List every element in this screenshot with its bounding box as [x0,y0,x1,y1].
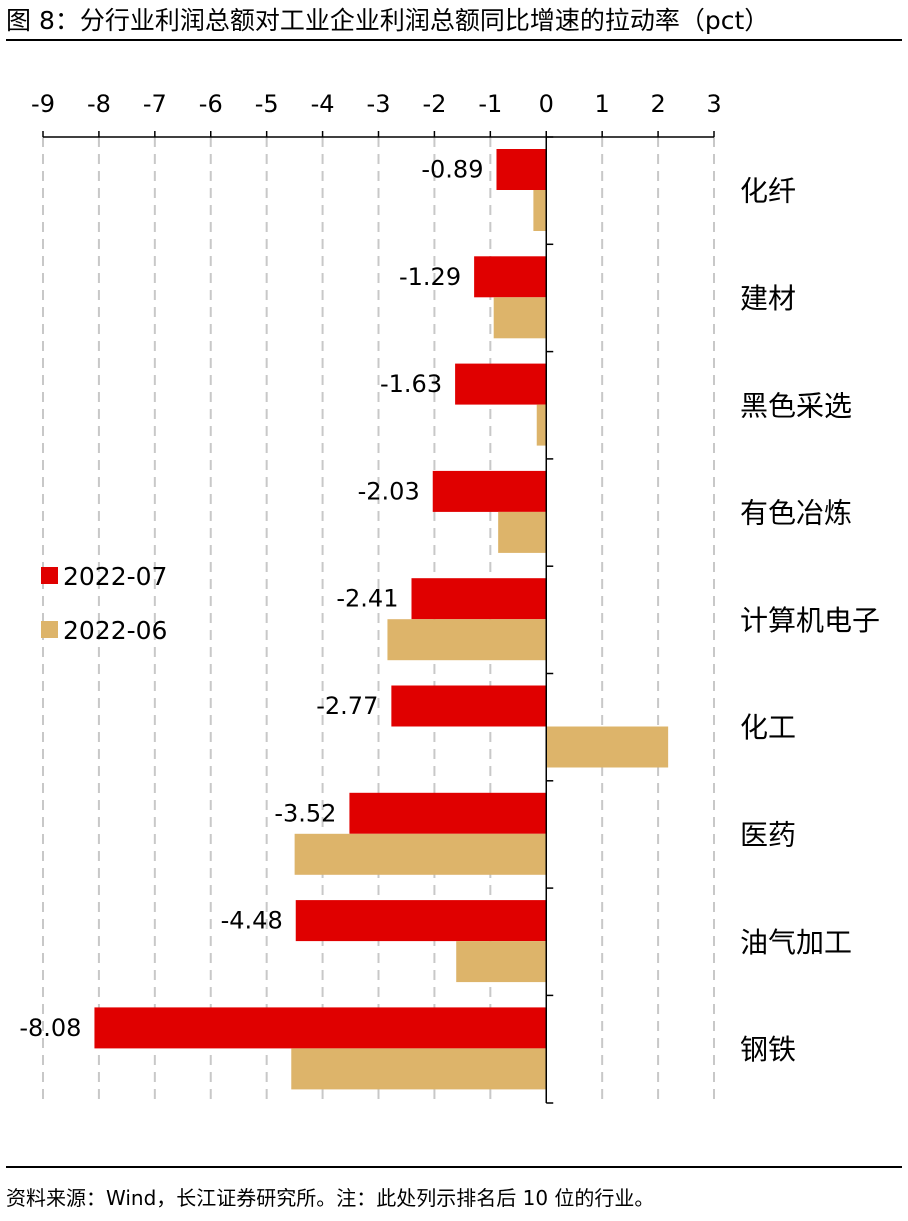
category-label: 化工 [740,711,796,744]
figure-title: 图 8：分行业利润总额对工业企业利润总额同比增速的拉动率（pct） [6,6,770,35]
axis-layer: -9 -8 -7 -6 -5 -4 -3 -2 -1 0 1 2 3 [31,90,722,1104]
bar-2022-06 [493,297,547,339]
bars-layer [94,149,669,1090]
category-label: 黑色采选 [740,389,852,422]
legend-swatch [41,621,58,638]
x-tick-label: -8 [87,90,111,118]
bar-2022-07 [474,256,547,298]
data-label: -2.41 [336,585,398,613]
bar-2022-07 [391,685,547,727]
bar-chart: -9 -8 -7 -6 -5 -4 -3 -2 -1 0 1 2 3 -0.89 化纤 -1.29 建材 -1.… [19,90,880,1104]
x-tick-label: -3 [367,90,391,118]
bar-2022-07 [411,578,547,620]
x-tick-label: -9 [31,90,55,118]
bar-2022-07 [496,149,547,190]
data-label: -8.08 [19,1014,81,1042]
data-label: -2.03 [358,477,420,505]
data-label: -1.63 [380,370,442,398]
x-tick-label: -2 [422,90,446,118]
legend-swatch [41,567,58,584]
data-label: -3.52 [274,799,336,827]
x-tick-label: -1 [478,90,502,118]
x-tick-label: -7 [143,90,167,118]
legend: 2022-07 2022-06 [41,562,167,645]
bar-2022-06 [498,511,547,553]
category-label: 计算机电子 [740,604,880,637]
footer-rule [6,1166,902,1168]
x-tick-label: -6 [199,90,223,118]
legend-label: 2022-06 [63,616,167,645]
title-rule [6,39,902,41]
bar-2022-06 [456,941,547,983]
x-tick-label: 0 [539,90,554,118]
bar-2022-07 [432,470,547,512]
bar-2022-06 [546,726,669,768]
bar-2022-06 [294,833,547,875]
source-note: 资料来源：Wind，长江证券研究所。注：此处列示排名后 10 位的行业。 [6,1186,655,1210]
x-tick-label: 1 [595,90,610,118]
data-label: -2.77 [316,692,378,720]
grid-layer [42,137,715,1103]
bar-2022-06 [387,619,547,661]
category-label: 建材 [740,282,796,315]
data-label: -0.89 [421,156,483,184]
bar-2022-07 [295,900,547,942]
x-tick-label: 2 [650,90,665,118]
bar-2022-06 [536,404,547,446]
data-label: -1.29 [399,263,461,291]
bar-2022-07 [349,792,547,834]
bar-2022-06 [291,1048,547,1090]
category-label: 医药 [740,818,796,851]
data-label: -4.48 [221,907,283,935]
labels-layer: -0.89 化纤 -1.29 建材 -1.63 黑色采选 -2.03 有色冶炼 -2.41 计算机… [19,156,880,1067]
category-label: 钢铁 [740,1033,796,1066]
x-tick-label: 3 [706,90,721,118]
category-label: 有色冶炼 [740,497,852,530]
bar-2022-07 [455,363,547,405]
bar-2022-06 [533,190,547,231]
legend-label: 2022-07 [63,562,167,591]
x-tick-label: -5 [255,90,279,118]
category-label: 油气加工 [740,926,852,959]
category-label: 化纤 [740,175,796,208]
bar-2022-07 [94,1007,547,1049]
x-tick-label: -4 [311,90,335,118]
